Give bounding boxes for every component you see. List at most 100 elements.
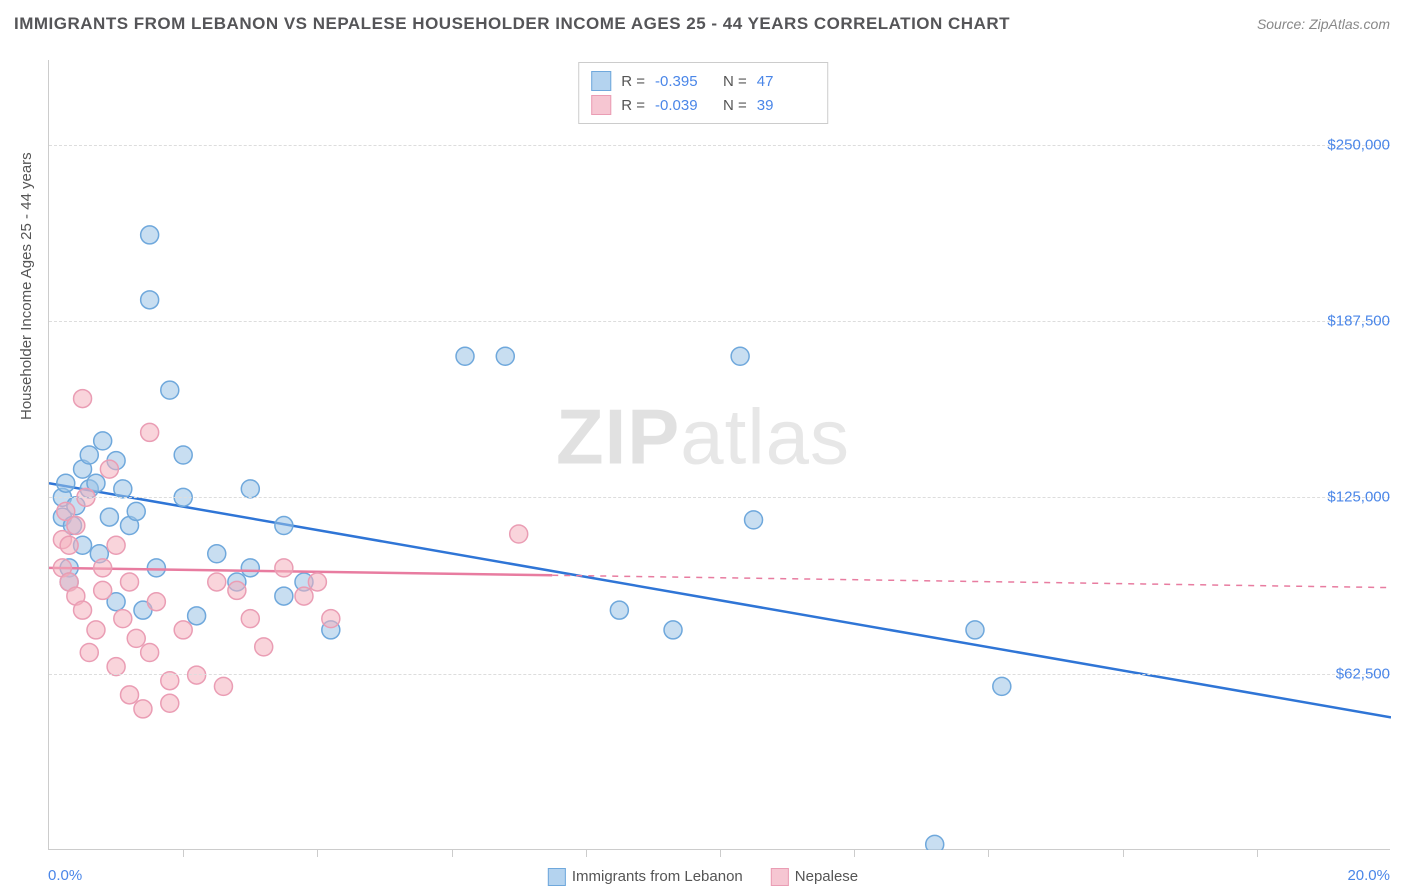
chart-container: IMMIGRANTS FROM LEBANON VS NEPALESE HOUS…	[0, 0, 1406, 892]
gridline	[49, 674, 1390, 675]
legend-swatch	[548, 868, 566, 886]
data-point	[80, 644, 98, 662]
data-point	[510, 525, 528, 543]
data-point	[926, 835, 944, 850]
source-value: ZipAtlas.com	[1309, 16, 1390, 32]
data-point	[161, 694, 179, 712]
legend-series-name: Immigrants from Lebanon	[572, 868, 743, 885]
x-tick	[720, 849, 721, 857]
bottom-legend-item: Nepalese	[771, 868, 858, 886]
r-value: -0.039	[655, 97, 713, 114]
x-axis-max-label: 20.0%	[1347, 867, 1390, 884]
data-point	[208, 573, 226, 591]
data-point	[74, 390, 92, 408]
data-point	[275, 517, 293, 535]
data-point	[610, 601, 628, 619]
x-tick	[183, 849, 184, 857]
data-point	[141, 644, 159, 662]
data-point	[114, 610, 132, 628]
stat-legend: R =-0.395N =47R =-0.039N =39	[578, 62, 828, 124]
gridline	[49, 145, 1390, 146]
data-point	[322, 610, 340, 628]
data-point	[121, 686, 139, 704]
data-point	[228, 581, 246, 599]
y-tick-label: $250,000	[1327, 136, 1390, 153]
legend-swatch	[591, 71, 611, 91]
x-tick	[1257, 849, 1258, 857]
data-point	[94, 432, 112, 450]
data-point	[993, 677, 1011, 695]
stat-legend-row: R = -0.039 N = 39	[591, 93, 815, 117]
data-point	[74, 601, 92, 619]
data-point	[127, 502, 145, 520]
data-point	[295, 587, 313, 605]
data-point	[141, 423, 159, 441]
data-point	[80, 446, 98, 464]
gridline	[49, 321, 1390, 322]
data-point	[664, 621, 682, 639]
data-point	[57, 474, 75, 492]
y-tick-label: $62,500	[1336, 665, 1390, 682]
data-point	[141, 291, 159, 309]
data-point	[161, 381, 179, 399]
data-point	[114, 480, 132, 498]
data-point	[67, 517, 85, 535]
trend-line	[49, 483, 1391, 717]
data-point	[188, 607, 206, 625]
data-point	[241, 480, 259, 498]
r-label: R =	[621, 73, 645, 90]
r-label: R =	[621, 97, 645, 114]
data-point	[134, 700, 152, 718]
data-point	[147, 593, 165, 611]
y-tick-label: $125,000	[1327, 489, 1390, 506]
x-tick	[317, 849, 318, 857]
data-point	[121, 573, 139, 591]
data-point	[174, 621, 192, 639]
data-point	[214, 677, 232, 695]
chart-title: IMMIGRANTS FROM LEBANON VS NEPALESE HOUS…	[14, 14, 1010, 34]
n-label: N =	[723, 97, 747, 114]
data-point	[731, 347, 749, 365]
data-point	[94, 559, 112, 577]
data-point	[147, 559, 165, 577]
data-point	[87, 621, 105, 639]
bottom-legend-item: Immigrants from Lebanon	[548, 868, 743, 886]
legend-swatch	[591, 95, 611, 115]
data-point	[255, 638, 273, 656]
data-point	[141, 226, 159, 244]
plot-area	[48, 60, 1390, 850]
data-point	[456, 347, 474, 365]
x-tick	[586, 849, 587, 857]
data-point	[127, 629, 145, 647]
gridline	[49, 497, 1390, 498]
data-point	[241, 610, 259, 628]
source-label: Source:	[1257, 16, 1309, 32]
data-point	[241, 559, 259, 577]
x-tick	[452, 849, 453, 857]
y-tick-label: $187,500	[1327, 312, 1390, 329]
x-axis-min-label: 0.0%	[48, 867, 82, 884]
n-value: 47	[757, 73, 815, 90]
legend-swatch	[771, 868, 789, 886]
data-point	[188, 666, 206, 684]
data-point	[174, 446, 192, 464]
x-tick	[988, 849, 989, 857]
data-point	[308, 573, 326, 591]
legend-series-name: Nepalese	[795, 868, 858, 885]
bottom-legend: Immigrants from Lebanon Nepalese	[548, 868, 858, 886]
data-point	[496, 347, 514, 365]
data-point	[94, 581, 112, 599]
data-point	[208, 545, 226, 563]
x-tick	[854, 849, 855, 857]
source-attribution: Source: ZipAtlas.com	[1257, 16, 1390, 32]
data-point	[100, 460, 118, 478]
data-point	[100, 508, 118, 526]
trend-line-dashed	[552, 575, 1391, 587]
data-point	[107, 536, 125, 554]
n-label: N =	[723, 73, 747, 90]
stat-legend-row: R =-0.395N =47	[591, 69, 815, 93]
n-value: 39	[757, 97, 815, 114]
data-point	[966, 621, 984, 639]
data-point	[275, 559, 293, 577]
x-tick	[1123, 849, 1124, 857]
